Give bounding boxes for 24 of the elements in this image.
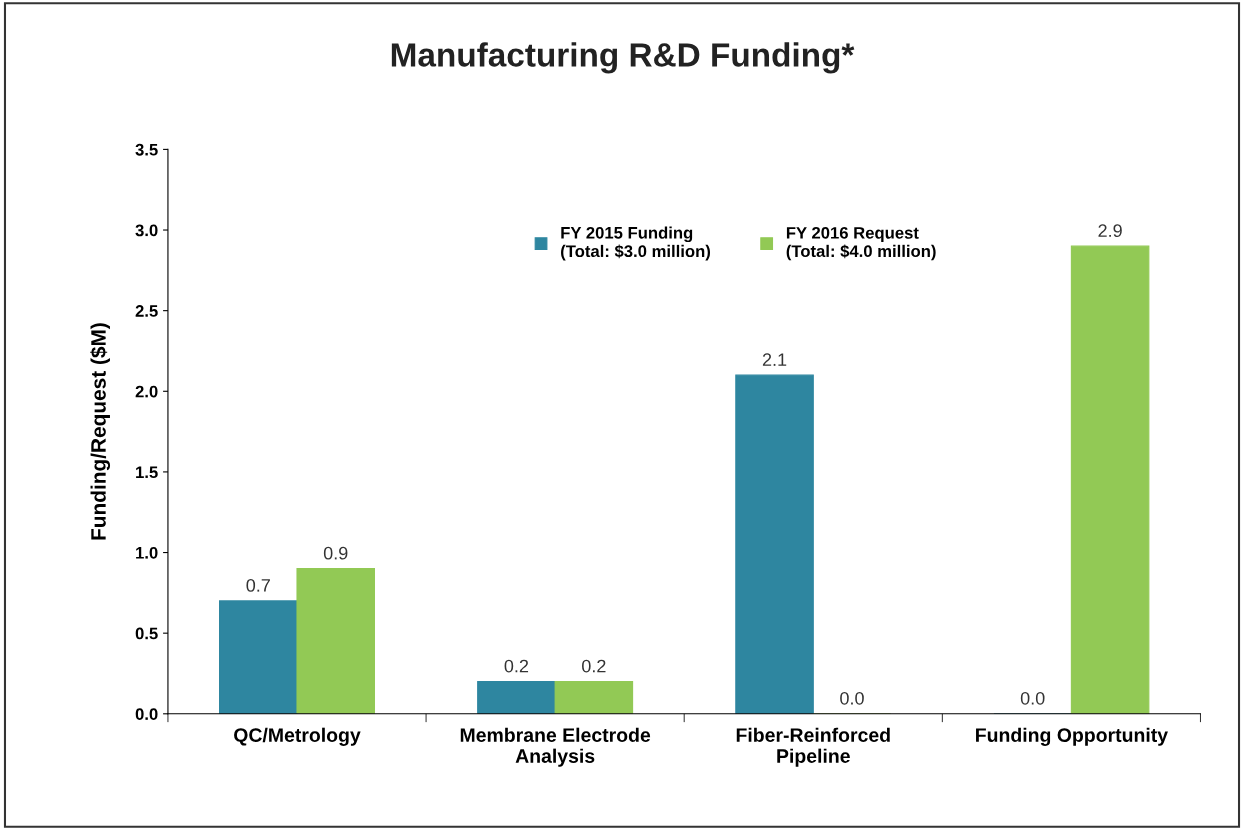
data-label: 0.0 [840, 691, 864, 705]
y-tick-label: 2.5 [135, 305, 158, 317]
data-label: 2.1 [762, 353, 787, 366]
y-tick-label: 3.5 [135, 143, 158, 156]
legend-label: FY 2015 Funding (Total: $3.0 million) [561, 226, 711, 261]
data-label: 0.2 [582, 659, 606, 673]
y-tick-label: 1.0 [136, 546, 158, 559]
y-tick-label: 3.0 [135, 224, 158, 237]
x-tick-label: Membrane Electrode Analysis [460, 727, 651, 767]
y-tick-label: 2.0 [135, 385, 158, 398]
x-tick-label: Fiber-Reinforced Pipeline [736, 727, 890, 767]
y-axis-title: Funding/Request ($M) [90, 323, 111, 540]
data-label: 2.9 [1098, 224, 1122, 238]
x-tick-label: Funding Opportunity [976, 727, 1168, 746]
data-label: 0.0 [1020, 691, 1045, 705]
data-label: 0.9 [323, 546, 348, 560]
data-label: 0.2 [504, 659, 529, 673]
y-tick-label: 1.5 [136, 466, 158, 479]
x-tick-label: QC/Metrology [234, 727, 361, 746]
chart-title: Manufacturing R&D Funding* [391, 42, 855, 74]
y-tick-label: 0.0 [135, 708, 158, 720]
data-label: 0.7 [246, 579, 270, 592]
legend-label: FY 2016 Request (Total: $4.0 million) [786, 226, 936, 261]
y-tick-label: 0.5 [135, 627, 158, 640]
